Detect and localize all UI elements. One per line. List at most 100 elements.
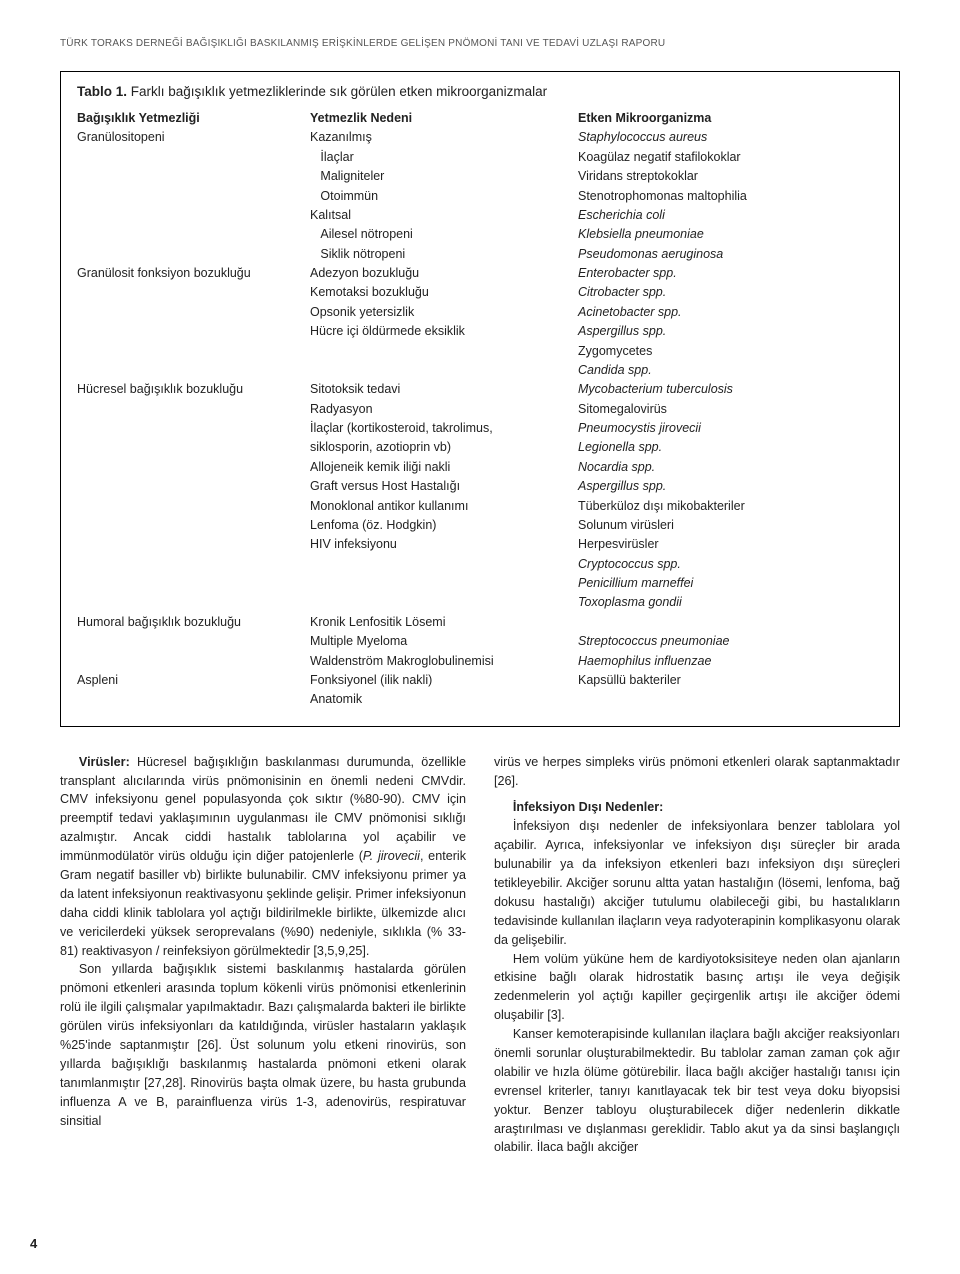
table-cell	[77, 361, 302, 380]
section-heading: İnfeksiyon Dışı Nedenler:	[494, 798, 900, 817]
table-cell: Allojeneik kemik iliği nakli	[310, 458, 570, 477]
table-cell	[77, 342, 302, 361]
para-3: virüs ve herpes simpleks virüs pnömoni e…	[494, 753, 900, 791]
table-cell	[77, 206, 302, 225]
table-cell	[77, 516, 302, 535]
para-2: Son yıllarda bağışıklık sistemi baskılan…	[60, 960, 466, 1130]
table-cell: Streptococcus pneumoniae	[578, 632, 883, 651]
table-cell: Enterobacter spp.	[578, 264, 883, 283]
table-cell: İlaçlar	[310, 148, 570, 167]
table-cell: Stenotrophomonas maltophilia	[578, 187, 883, 206]
table-cell: Legionella spp.	[578, 438, 883, 457]
table-cell: Otoimmün	[310, 187, 570, 206]
table-cell: Acinetobacter spp.	[578, 303, 883, 322]
table-cell: Candida spp.	[578, 361, 883, 380]
running-head: TÜRK TORAKS DERNEĞİ BAĞIŞIKLIĞI BASKILAN…	[60, 38, 900, 49]
table-cell	[310, 361, 570, 380]
table-cell: Anatomik	[310, 690, 570, 709]
table-cell	[77, 458, 302, 477]
para-1-italic: P. jirovecii	[363, 849, 420, 863]
table-cell: Staphylococcus aureus	[578, 128, 883, 147]
table-cell: Humoral bağışıklık bozukluğu	[77, 613, 302, 632]
table-cell: Tüberküloz dışı mikobakteriler	[578, 497, 883, 516]
table-cell: Fonksiyonel (ilik nakli)	[310, 671, 570, 690]
table-cell	[578, 613, 883, 632]
table-cell: Herpesvirüsler	[578, 535, 883, 554]
table-cell: Aspleni	[77, 671, 302, 690]
table-cell: Sitotoksik tedavi	[310, 380, 570, 399]
table-cell: Granülositopeni	[77, 128, 302, 147]
table-cell	[310, 342, 570, 361]
table-cell	[77, 497, 302, 516]
table-cell: Aspergillus spp.	[578, 477, 883, 496]
table-cell	[77, 225, 302, 244]
table-title-label: Tablo 1.	[77, 84, 127, 99]
table-cell: HIV infeksiyonu	[310, 535, 570, 554]
table-cell: Koagülaz negatif stafilokoklar	[578, 148, 883, 167]
table-cell: Maligniteler	[310, 167, 570, 186]
table-cell: Haemophilus influenzae	[578, 652, 883, 671]
table-cell: Viridans streptokoklar	[578, 167, 883, 186]
table-cell	[77, 303, 302, 322]
table-cell: Kalıtsal	[310, 206, 570, 225]
table-cell: Cryptococcus spp.	[578, 555, 883, 574]
table-cell: Adezyon bozukluğu	[310, 264, 570, 283]
table-cell	[77, 555, 302, 574]
table-cell	[77, 419, 302, 438]
table-cell: Hücre içi öldürmede eksiklik	[310, 322, 570, 341]
table-cell	[77, 148, 302, 167]
table-cell	[77, 400, 302, 419]
table-cell: Lenfoma (öz. Hodgkin)	[310, 516, 570, 535]
table-cell: Granülosit fonksiyon bozukluğu	[77, 264, 302, 283]
table-cell	[77, 652, 302, 671]
para-1-b: , enterik Gram negatif basiller vb) birl…	[60, 849, 466, 957]
para-1-a: Hücresel bağışıklığın baskılanması durum…	[60, 755, 466, 863]
table-cell	[578, 690, 883, 709]
para-1-lead: Virüsler:	[79, 755, 130, 769]
para-4: İnfeksiyon dışı nedenler de infeksiyonla…	[494, 817, 900, 949]
table-cell: Klebsiella pneumoniae	[578, 225, 883, 244]
table-cell: Aspergillus spp.	[578, 322, 883, 341]
table-cell	[77, 477, 302, 496]
table-cell: Escherichia coli	[578, 206, 883, 225]
table-cell	[77, 632, 302, 651]
table-cell: Kazanılmış	[310, 128, 570, 147]
table-cell	[77, 322, 302, 341]
table-cell: Penicillium marneffei	[578, 574, 883, 593]
table-cell: Opsonik yetersizlik	[310, 303, 570, 322]
table-cell: Monoklonal antikor kullanımı	[310, 497, 570, 516]
table-cell	[77, 438, 302, 457]
para-5: Hem volüm yüküne hem de kardiyotoksisite…	[494, 950, 900, 1026]
table-cell: Mycobacterium tuberculosis	[578, 380, 883, 399]
table-title-rest: Farklı bağışıklık yetmezliklerinde sık g…	[127, 84, 547, 99]
table-cell: Multiple Myeloma	[310, 632, 570, 651]
page-number: 4	[30, 1236, 37, 1251]
table-cell: Toxoplasma gondii	[578, 593, 883, 612]
table-cell: Ailesel nötropeni	[310, 225, 570, 244]
table-cell	[77, 690, 302, 709]
table-cell: Pseudomonas aeruginosa	[578, 245, 883, 264]
table-cell	[77, 574, 302, 593]
table-cell: İlaçlar (kortikosteroid, takrolimus,	[310, 419, 570, 438]
table-cell: siklosporin, azotioprin vb)	[310, 438, 570, 457]
table-1: Tablo 1. Farklı bağışıklık yetmezlikleri…	[60, 71, 900, 727]
table-cell: Nocardia spp.	[578, 458, 883, 477]
table-cell	[77, 593, 302, 612]
para-1: Virüsler: Hücresel bağışıklığın baskılan…	[60, 753, 466, 961]
table-cell	[77, 167, 302, 186]
table-cell	[310, 574, 570, 593]
table-cell: Bağışıklık Yetmezliği	[77, 109, 302, 128]
table-cell: Graft versus Host Hastalığı	[310, 477, 570, 496]
table-cell: Waldenström Makroglobulinemisi	[310, 652, 570, 671]
table-title: Tablo 1. Farklı bağışıklık yetmezlikleri…	[77, 84, 883, 99]
table-cell: Hücresel bağışıklık bozukluğu	[77, 380, 302, 399]
table-cell	[310, 555, 570, 574]
table-cell: Zygomycetes	[578, 342, 883, 361]
table-cell: Citrobacter spp.	[578, 283, 883, 302]
table-cell: Etken Mikroorganizma	[578, 109, 883, 128]
table-grid: Bağışıklık YetmezliğiYetmezlik NedeniEtk…	[77, 109, 883, 710]
table-cell	[77, 283, 302, 302]
table-cell	[77, 245, 302, 264]
table-cell: Sitomegalovirüs	[578, 400, 883, 419]
table-cell: Kapsüllü bakteriler	[578, 671, 883, 690]
